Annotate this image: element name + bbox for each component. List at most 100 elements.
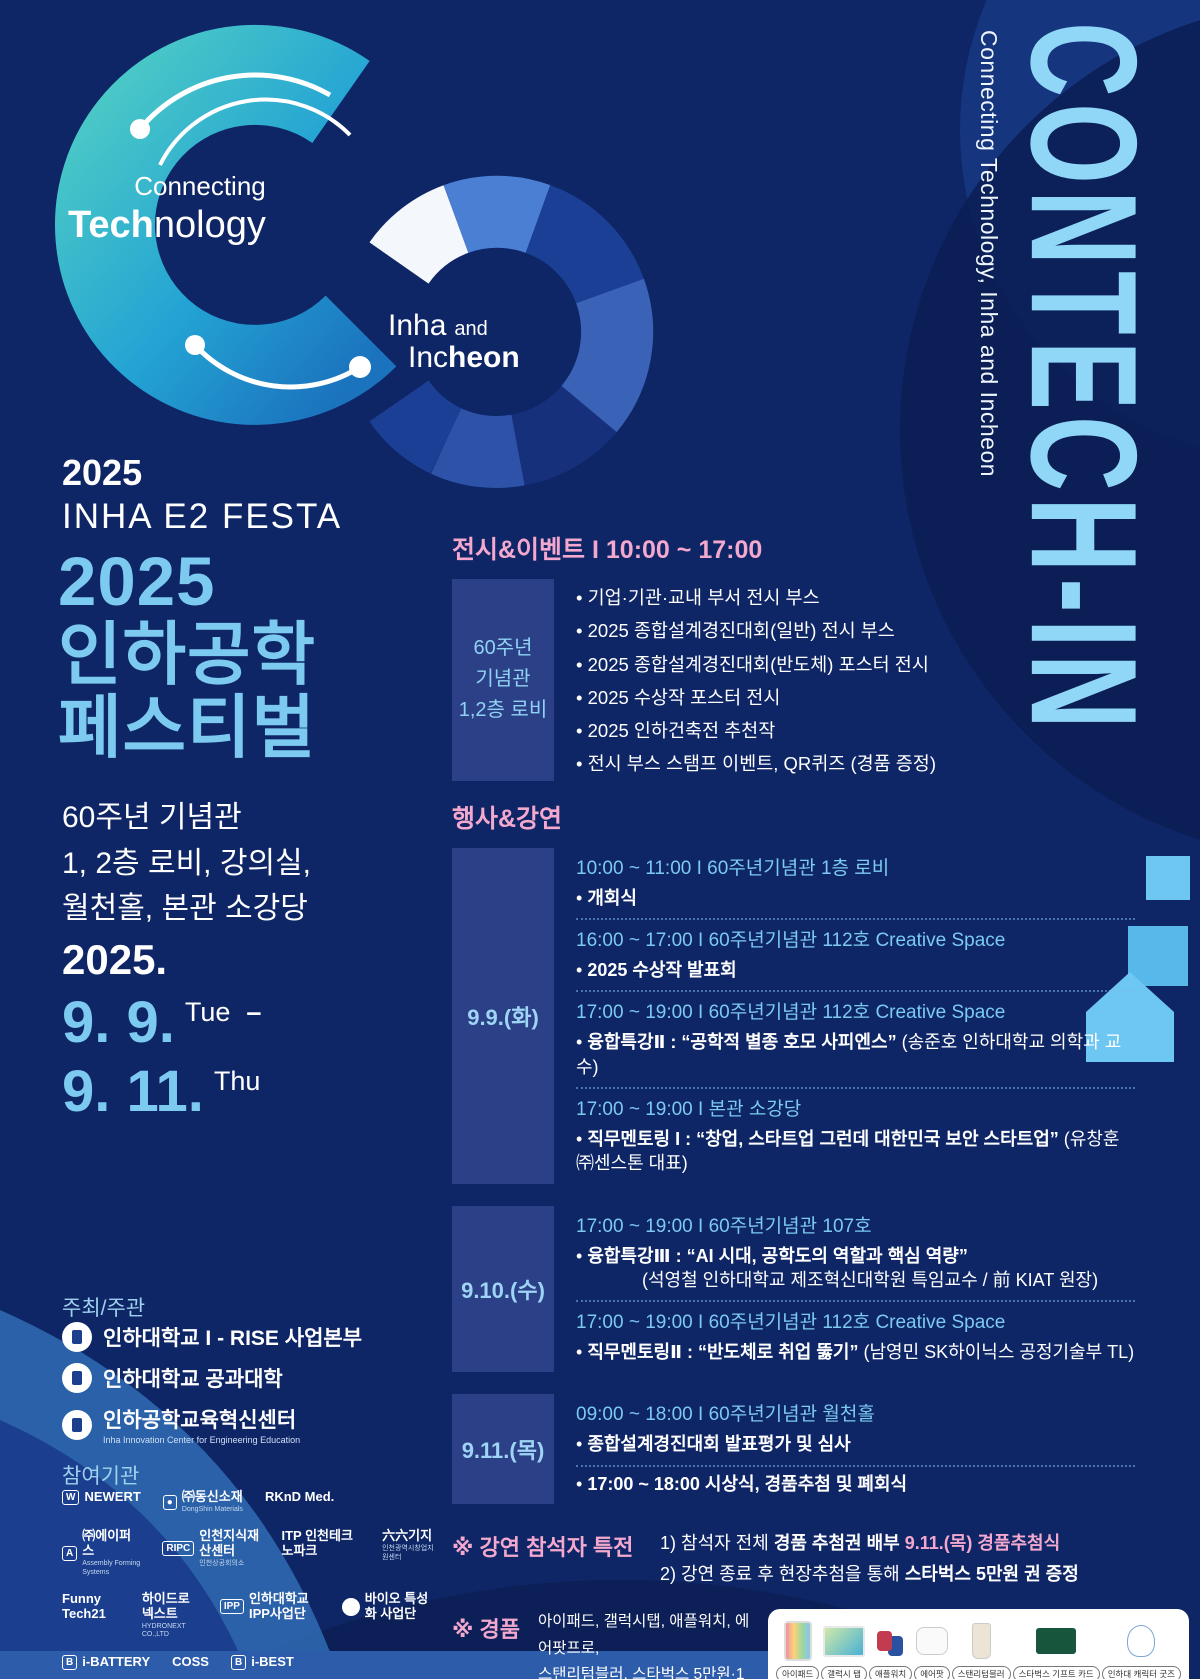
participants-list: W NEWERT ● ㈜동신소재 DongShin Materials RKnD Med.… [62,1489,434,1679]
participant-text: 바이오 특성화 사업단 [365,1591,434,1622]
exhibition-item: • 2025 종합설계경진대회(반도체) 포스터 전시 [576,653,929,675]
org-mark-icon: B [230,1654,247,1670]
prizes-section: ※ 경품 아이패드, 갤럭시탭, 애플워치, 에어팟프로, 스탠리텀블러, 스타벅… [452,1609,1190,1679]
host-text: 인하대학교 공과대학 [103,1363,283,1393]
participant-subtitle: 인천광역시창업지원센터 [382,1545,434,1561]
session: 10:00 ~ 11:00 I 60주년기념관 1층 로비 • 개회식 [576,848,1135,921]
bg-square-large [1128,926,1188,986]
prizes-image-box: 아이패드 갤럭시 탭 애플워치 에어팟 스탠리텀블러 스타벅스 기프트 카드 인하대 캐릭터… [768,1609,1190,1679]
org-mark-icon: W [62,1490,80,1505]
participant-text: 인하대학교 IPP사업단 [248,1590,320,1622]
benefit-text: 1) 참석자 전체 [660,1533,774,1554]
session-item: • 17:00 ~ 18:00 시상식, 경품추첨 및 폐회식 [576,1473,908,1494]
host-text: 인하대학교 I - RISE 사업본부 [103,1322,362,1352]
prize-label: 스타벅스 기프트 카드 [1012,1666,1100,1679]
bg-circle-right [900,20,1200,840]
session-item-title: 17:00 ~ 18:00 시상식, 경품추첨 및 폐회식 [587,1473,908,1494]
participant-name: i-BEST [251,1653,294,1669]
participant-name: 인하대학교 IPP사업단 [248,1590,309,1621]
day-sessions: 10:00 ~ 11:00 I 60주년기념관 1층 로비 • 개회식 16:00 … [576,848,1135,1184]
prizes-desc-line: 아이패드, 갤럭시탭, 애플워치, 에어팟프로, [538,1613,750,1657]
host-row: 인하대학교 I - RISE 사업본부 [62,1322,362,1352]
prize-item: 아이패드 [776,1619,820,1679]
host-name: 인하공학교육혁신센터 [103,1409,297,1432]
date-end-day: Thu [213,1065,261,1096]
exhibition-item: • 2025 종합설계경진대회(일반) 전시 부스 [576,620,895,642]
session-item: (석영철 인하대학교 제조혁신대학원 특임교수 / 前 KIAT 원장) [642,1268,1135,1292]
prize-label: 갤럭시 탭 [821,1666,867,1679]
participant-subtitle: 인천상공회의소 [199,1560,245,1568]
benefit-label: ※ 강연 참석자 특전 [452,1535,634,1561]
venue-info: 60주년 기념관 1, 2층 로비, 강의실, 월천홀, 본관 소강당 [62,795,311,932]
date-dash: – [246,997,262,1027]
participant-text: ITP 인천테크노파크 [281,1528,360,1559]
date-start-row: 9. 9. Tue – [62,990,262,1055]
participant-logo: COSS [172,1654,209,1670]
session-item-detail: (유창훈 ㈜센스톤 대표) [576,1128,1120,1174]
session-item-title: 융합특강Ⅲ : “AI 시대, 공학도의 역할과 핵심 역량” [587,1245,968,1266]
participant-subtitle: Assembly Forming Systems [82,1560,141,1576]
exhibition-item: • 기업·기관·교내 부서 전시 부스 [576,587,820,608]
logo-text-technology: Technology [68,204,266,246]
session-time-place: 09:00 ~ 18:00 I 60주년기념관 월천홀 [576,1404,875,1426]
session: 17:00 ~ 19:00 I 60주년기념관 107호 • 융합특강Ⅲ : “A… [576,1206,1135,1303]
session-item: • 종합설계경진대회 발표평가 및 심사 [576,1434,851,1455]
benefit-section: ※ 강연 참석자 특전 1) 참석자 전체 경품 추첨권 배부 9.11.(목)… [452,1528,1135,1589]
participant-name: i-BATTERY [82,1653,151,1669]
participant-logo: W NEWERT [62,1489,141,1505]
host-list: 인하대학교 I - RISE 사업본부 인하대학교 공과대학 인하공학교육혁신센터 I… [62,1322,362,1456]
exhibition-item: • 2025 인하건축전 추천작 [576,720,776,742]
prizes-desc-line: 스탠리텀블러, 스타벅스 5만원·1만원 권, [538,1665,745,1679]
participant-name: ㈜에이퍼스 [82,1528,132,1559]
tag-line-3: 1,2층 로비 [458,699,548,722]
benefit-text: 경품 추첨권 배부 [773,1533,900,1554]
day-sessions: 17:00 ~ 19:00 I 60주년기념관 107호 • 융합특강Ⅲ : “A… [576,1206,1135,1373]
participant-text: ㈜동신소재 DongShin Materials [181,1489,243,1514]
participant-text: 하이드로넥스트 HYDRONEXT CO.,LTD [141,1590,198,1640]
org-mark-icon: RIPC [162,1541,195,1557]
prize-label: 아이패드 [776,1666,820,1679]
session-time-place: 17:00 ~ 19:00 I 60주년기념관 107호 [576,1215,872,1237]
participant-name: 인천지식재산센터 [199,1528,260,1559]
day-date-badge: 9.11.(목) [452,1394,554,1505]
participant-text: 六六기지 인천광역시창업지원센터 [382,1528,434,1562]
events-header: 행사&강연 [452,804,563,833]
prize-item: 스타벅스 기프트 카드 [1012,1619,1100,1679]
day-date-badge: 9.10.(수) [452,1205,554,1373]
bg-arrow-shape [1086,972,1174,1062]
participant-name: 하이드로넥스트 [141,1590,190,1621]
logo-arc-top [138,72,332,131]
prize-image-zone [1036,1619,1077,1663]
poster-title: 2025 인하공학 페스티벌 [58,545,316,765]
subtitle-festa: INHA E2 FESTA [62,497,343,536]
date-start: 9. 9. [62,990,175,1055]
session-item-detail: (석영철 인하대학교 제조혁신대학원 특임교수 / 前 KIAT 원장) [642,1269,1099,1290]
date-end-row: 9. 11. Thu [62,1060,261,1124]
prize-image-zone [877,1619,904,1663]
session-item: • 융합특강Ⅲ : “AI 시대, 공학도의 역할과 핵심 역량” [576,1245,968,1266]
prize-image-zone [783,1619,812,1663]
prize-image-zone [971,1619,991,1663]
logo-dot-3 [349,356,371,378]
session: 09:00 ~ 18:00 I 60주년기념관 월천홀 • 종합설계경진대회 발표… [576,1394,1135,1467]
prize-item: 스탠리텀블러 [951,1619,1011,1679]
session-time-place: 10:00 ~ 11:00 I 60주년기념관 1층 로비 [576,857,890,879]
session: 17:00 ~ 19:00 I 60주년기념관 112호 Creative Sp… [576,1302,1135,1372]
participants-label: 참여기관 [62,1465,140,1488]
session-item: • 직무멘토링Ⅱ : “반도체로 취업 뚫기” (남영민 SK하이닉스 공정기술… [576,1342,1135,1363]
prize-item: 애플워치 [868,1619,913,1679]
watch-image [877,1631,893,1652]
participant-logo: 하이드로넥스트 HYDRONEXT CO.,LTD [141,1590,198,1640]
prize-image-zone [915,1619,948,1663]
session: 17:00 ~ 19:00 I 본관 소강당 • 직무멘토링 I : “창업, 스… [576,1089,1135,1184]
participant-logo: RKnD Med. [265,1489,334,1505]
participant-subtitle: HYDRONEXT CO.,LTD [141,1622,186,1639]
session-item: • 직무멘토링 I : “창업, 스타트업 그런데 대한민국 보안 스타트업” … [576,1128,1120,1174]
tablet-image [823,1625,866,1657]
benefit-lines: 1) 참석자 전체 경품 추첨권 배부 9.11.(목) 경품추첨식 2) 강연 … [660,1528,1079,1589]
subtitle-year: 2025 [62,452,143,493]
participant-subtitle: DongShin Materials [181,1505,243,1513]
venue-line-2: 1, 2층 로비, 강의실, [62,846,311,880]
title-line-2: 인하공학 [58,616,316,694]
